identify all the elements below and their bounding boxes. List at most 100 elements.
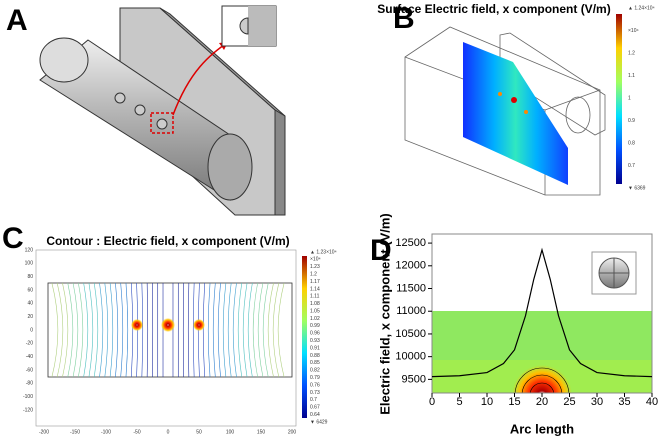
x-tick-label: 10	[481, 396, 493, 408]
colorbar-label: 1.11	[310, 294, 320, 300]
contour-line	[267, 282, 274, 378]
x-tick-label: -50	[133, 429, 140, 435]
colorbar-label: 1.08	[310, 301, 320, 307]
contour-line	[72, 282, 79, 378]
hotspot	[131, 319, 143, 331]
contour-line	[120, 282, 124, 378]
contour-line	[51, 282, 59, 378]
x-tick-label: 25	[563, 396, 575, 408]
inset-plate	[248, 6, 276, 46]
contour-line	[192, 282, 195, 378]
y-tick-label: 60	[27, 287, 33, 293]
colorbar-label: 0.91	[310, 345, 320, 351]
colorbar-label: ▲ 1.24×10⁴	[628, 5, 655, 11]
y-tick-label: -100	[23, 394, 33, 400]
hotspot	[511, 97, 517, 103]
panel-title: Surface Electric field, x component (V/m…	[377, 2, 610, 16]
colorbar-label: 0.7	[310, 397, 317, 403]
panel-label: D	[370, 234, 392, 267]
contour-line	[237, 282, 243, 378]
x-tick-label: 200	[288, 429, 297, 435]
contour-line	[109, 282, 114, 378]
y-tick-label: 12000	[395, 260, 426, 272]
y-tick-label: -40	[26, 354, 33, 360]
y-tick-label: 11000	[396, 305, 426, 317]
plate-side	[274, 109, 286, 216]
y-tick-label: -80	[26, 381, 33, 387]
colorbar-label: 0.82	[310, 368, 320, 374]
x-tick-label: -200	[39, 429, 49, 435]
y-tick-label: 40	[27, 301, 33, 307]
contour-line	[125, 282, 129, 378]
domain-rect	[47, 282, 293, 378]
colorbar-label: 0.99	[310, 323, 320, 329]
y-tick-label: -120	[23, 407, 33, 413]
colorbar-label: 0.67	[310, 405, 320, 411]
colorbar-label: 0.8	[628, 140, 635, 146]
contour-line	[104, 282, 109, 378]
y-tick-label: 80	[27, 274, 33, 280]
panel-label: B	[393, 2, 415, 35]
colorbar-label: ×10⁴	[628, 28, 639, 34]
contour-line	[207, 282, 211, 378]
contour-line	[277, 282, 285, 378]
y-tick-label: 12500	[395, 237, 426, 249]
colorbar-label: 1.14	[310, 286, 320, 292]
colorbar-label: 0.7	[628, 163, 635, 169]
colorbar-label: 1.02	[310, 316, 320, 322]
contour-line	[222, 282, 227, 378]
colorbar-label: 0.73	[310, 390, 320, 396]
inset-sphere	[591, 251, 637, 295]
contour-line	[93, 282, 99, 378]
colorbar-label: ▼ 6429	[310, 419, 328, 425]
y-tick-label: 100	[25, 261, 34, 267]
y-tick-label: 10000	[395, 351, 426, 363]
colorbar-label: 0.76	[310, 382, 320, 388]
panel-title: Contour : Electric field, x component (V…	[46, 234, 289, 248]
contour-line	[115, 282, 119, 378]
contour-line	[217, 282, 221, 378]
x-tick-label: 40	[646, 396, 658, 408]
inset-bump	[239, 17, 249, 35]
bump	[156, 118, 168, 130]
colorbar-label: ▼ 6369	[628, 185, 646, 191]
colorbar-label: 0.85	[310, 360, 320, 366]
contour-line	[212, 282, 216, 378]
y-tick-label: 20	[27, 314, 33, 320]
contour-line	[99, 282, 104, 378]
y-tick-label: 120	[25, 247, 34, 253]
cylinder-outline	[565, 96, 591, 134]
contour-line	[141, 282, 144, 378]
x-tick-label: 0	[429, 396, 435, 408]
x-tick-label: 35	[618, 396, 630, 408]
contour-line	[247, 282, 253, 378]
contour	[521, 374, 563, 393]
hotspot	[512, 365, 572, 393]
y-tick-label: -60	[26, 367, 33, 373]
colorbar-label: 0.93	[310, 338, 320, 344]
x-tick-label: 5	[456, 396, 462, 408]
contour-line	[262, 282, 269, 378]
colorbar	[616, 14, 622, 184]
colorbar-label: 1.23	[310, 264, 320, 270]
x-tick-label: 20	[536, 396, 548, 408]
contour-line	[83, 282, 89, 378]
contour-line	[232, 282, 237, 378]
colorbar-label: 1.2	[628, 50, 635, 56]
colorbar-label: ×10⁴	[310, 257, 321, 263]
contour	[529, 382, 555, 393]
hotspot	[498, 92, 502, 96]
y-tick-label: 10500	[395, 328, 426, 340]
colorbar-label: 0.9	[628, 118, 635, 124]
contour-line	[202, 282, 206, 378]
cylinder-end	[39, 37, 89, 83]
x-tick-label: 0	[167, 429, 170, 435]
x-tick-label: 100	[226, 429, 235, 435]
y-tick-label: -20	[26, 341, 33, 347]
hotspot	[161, 318, 175, 332]
x-tick-label: 30	[591, 396, 603, 408]
contour-line	[257, 282, 264, 378]
x-tick-label: 150	[257, 429, 266, 435]
hotspot	[524, 110, 528, 114]
hotspot	[193, 319, 205, 331]
